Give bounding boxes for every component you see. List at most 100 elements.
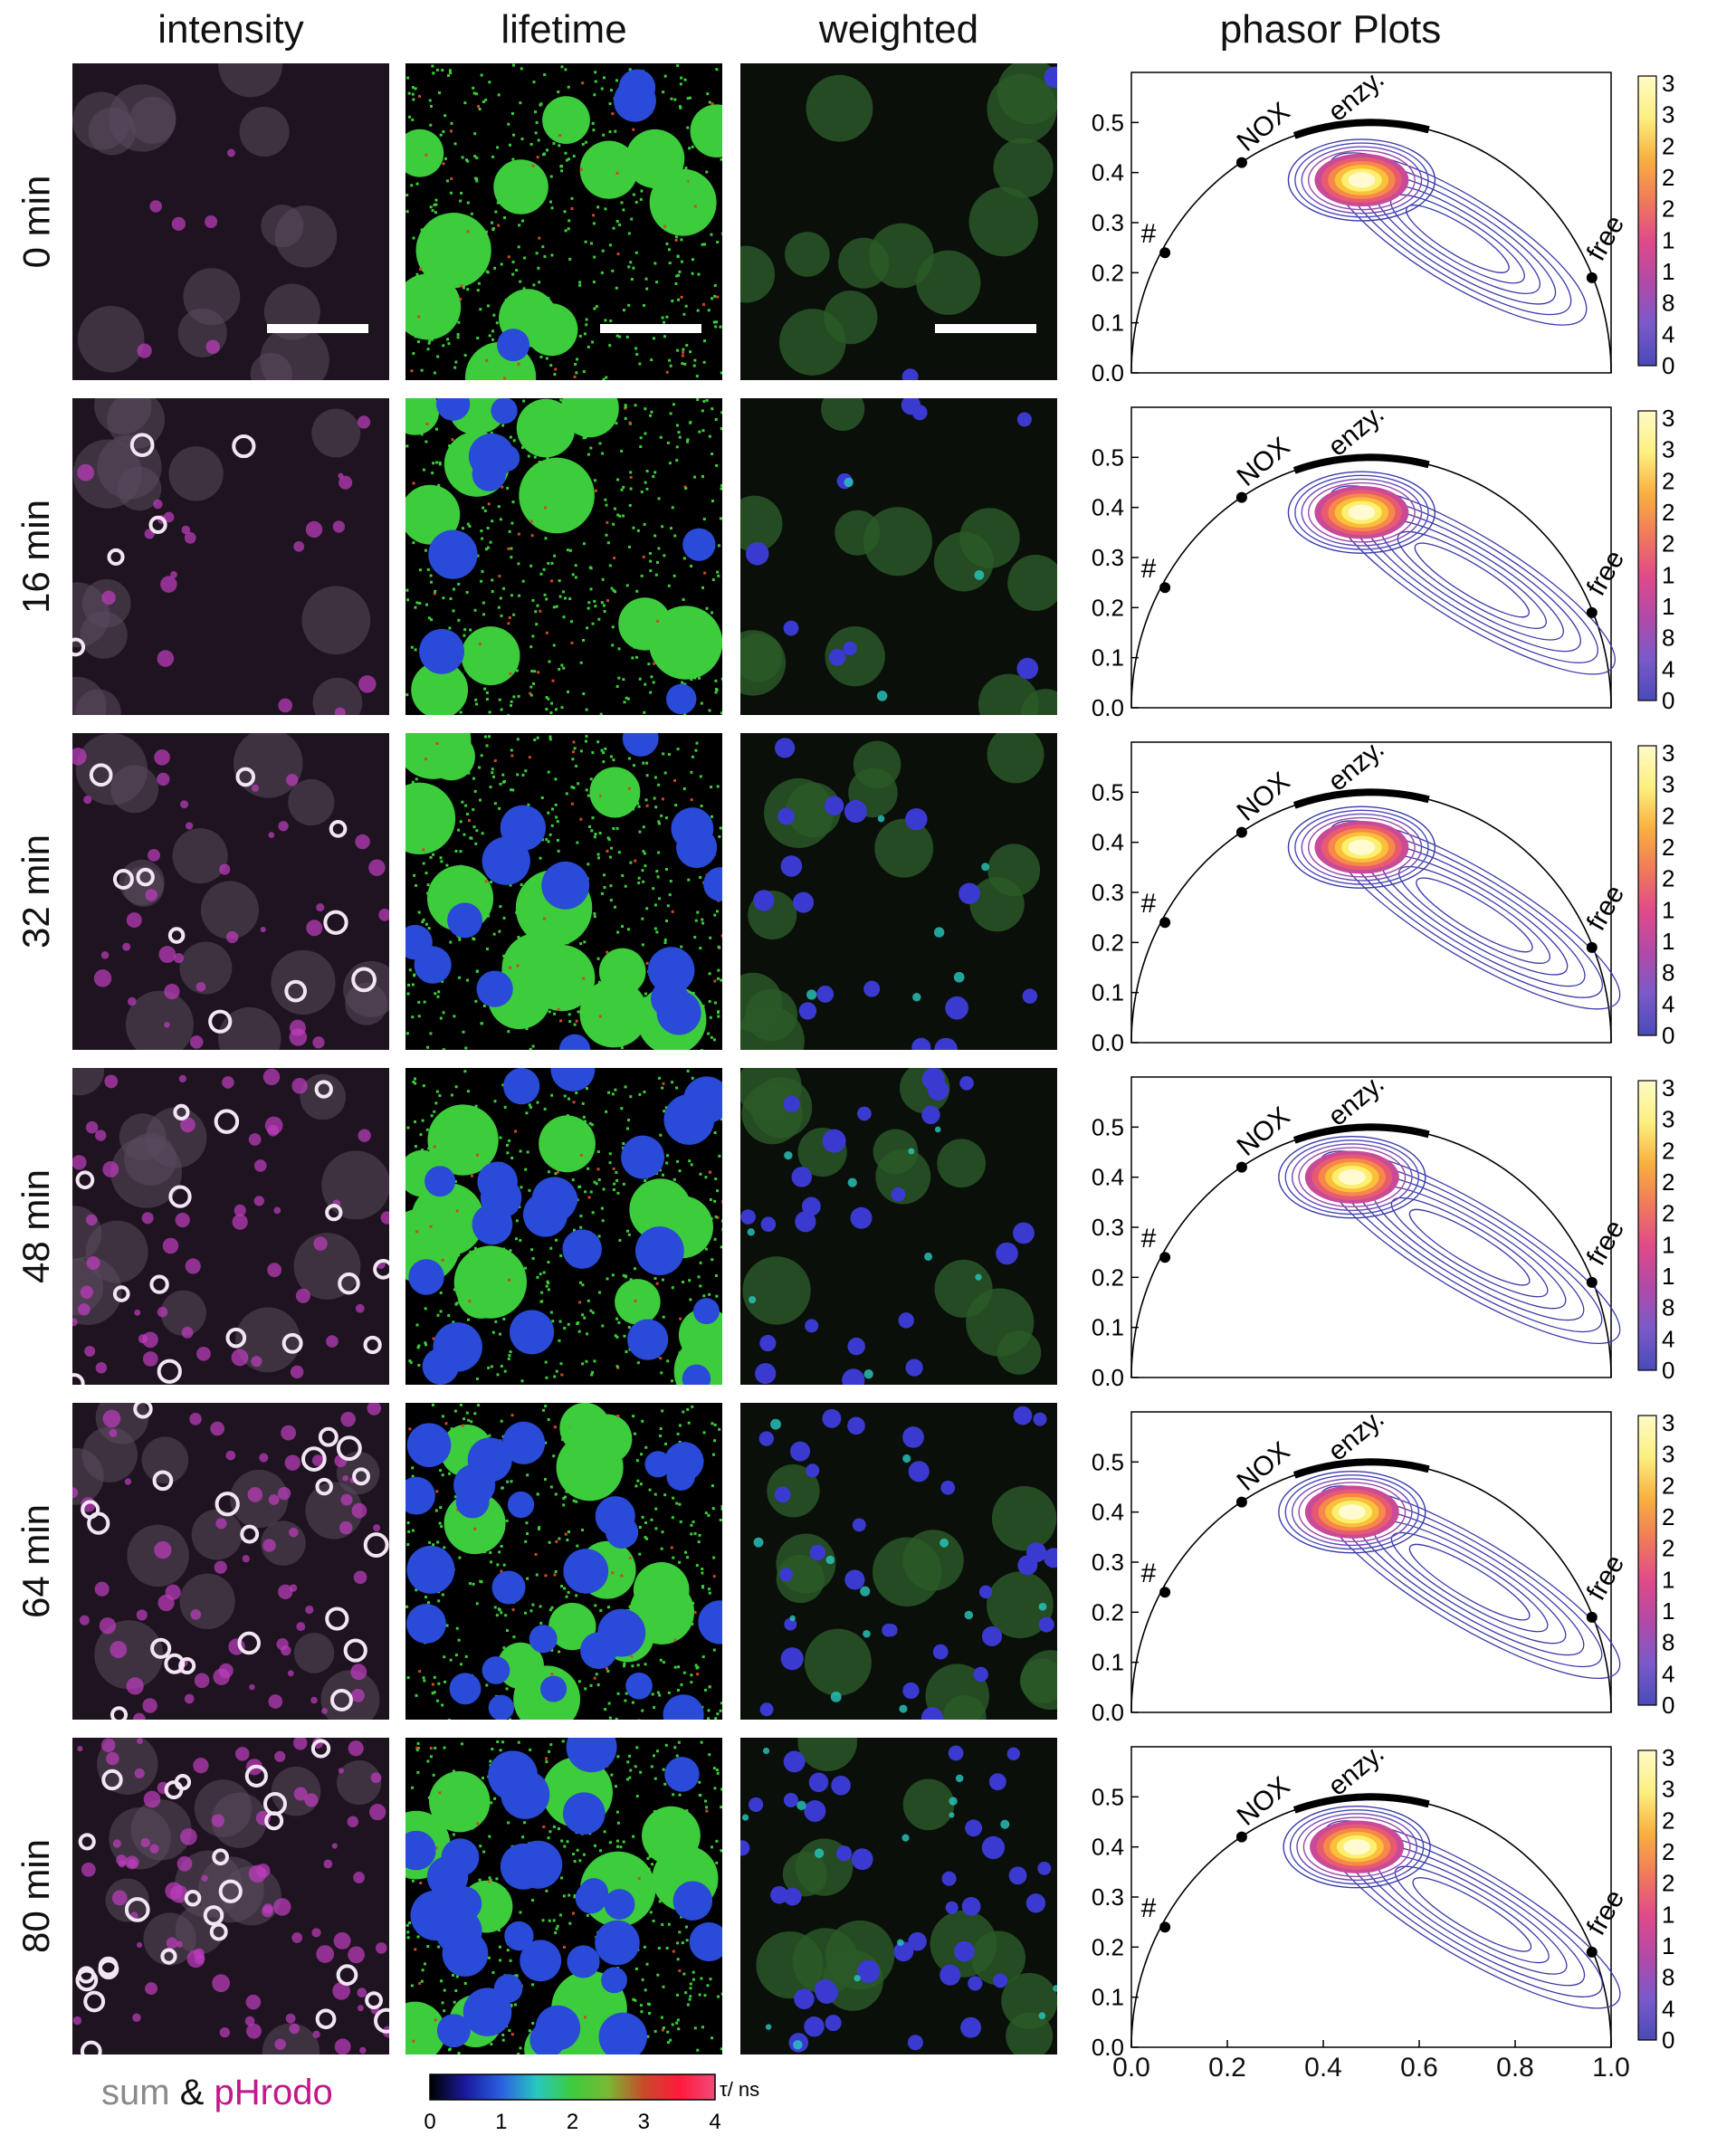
colorbar-tick-label: 200 bbox=[1662, 1535, 1674, 1562]
colorbar-tick-label: 280 bbox=[1662, 1807, 1674, 1834]
colorbar-tick-label: 240 bbox=[1662, 1503, 1674, 1530]
y-tick-label: 0.4 bbox=[1092, 159, 1124, 186]
lifetime-colorbar-tick: 2 bbox=[567, 2110, 578, 2134]
column-header-lifetime: lifetime bbox=[405, 7, 722, 52]
row-label: 48 min bbox=[0, 1199, 72, 1254]
reference-point bbox=[1587, 1947, 1598, 1958]
phasor-axes-frame bbox=[1131, 1412, 1611, 1712]
colorbar-tick-label: 120 bbox=[1662, 593, 1674, 620]
colorbar-tick-label: 160 bbox=[1662, 226, 1674, 253]
colorbar-tick-label: 280 bbox=[1662, 467, 1674, 494]
phasor-axes-frame bbox=[1131, 1077, 1611, 1378]
reference-point bbox=[1587, 607, 1598, 618]
intensity-panel bbox=[72, 63, 389, 380]
phasor-colorbar bbox=[1638, 411, 1656, 701]
intensity-image bbox=[72, 1738, 389, 2054]
weighted-image bbox=[740, 1403, 1057, 1720]
colorbar-tick-label: 240 bbox=[1662, 1838, 1674, 1865]
lifetime-colorbar-tick: 3 bbox=[638, 2110, 650, 2134]
colorbar-tick-label: 40 bbox=[1662, 1660, 1674, 1687]
y-tick-label: 0.5 bbox=[1092, 1783, 1124, 1810]
label-hash: # bbox=[1141, 219, 1157, 249]
colorbar-tick-label: 160 bbox=[1662, 1566, 1674, 1593]
y-tick-label: 0.4 bbox=[1092, 1164, 1124, 1191]
reference-point bbox=[1587, 1612, 1598, 1623]
weighted-panel bbox=[740, 1403, 1057, 1720]
colorbar-tick-label: 160 bbox=[1662, 1231, 1674, 1258]
lifetime-colorbar-tick: 0 bbox=[424, 2110, 435, 2134]
scale-bar bbox=[600, 324, 701, 333]
phasor-plot: #NOXenzy.free0.00.10.20.30.40.5040801201… bbox=[1077, 728, 1674, 1053]
weighted-image bbox=[740, 1738, 1057, 2054]
row-label: 32 min bbox=[0, 864, 72, 919]
intensity-image bbox=[72, 1068, 389, 1385]
intensity-panel bbox=[72, 1068, 389, 1385]
colorbar-tick-label: 0 bbox=[1662, 1022, 1674, 1049]
colorbar-tick-label: 120 bbox=[1662, 1932, 1674, 1959]
y-tick-label: 0.5 bbox=[1092, 443, 1124, 471]
x-tick-label: 0.4 bbox=[1287, 2053, 1359, 2083]
y-tick-label: 0.2 bbox=[1092, 929, 1124, 956]
y-tick-label: 0.1 bbox=[1092, 310, 1124, 337]
phasor-contour bbox=[1349, 505, 1374, 520]
row-label: 80 min bbox=[0, 1869, 72, 1923]
y-tick-label: 0.1 bbox=[1092, 979, 1124, 1006]
colorbar-tick-label: 360 bbox=[1662, 1074, 1674, 1101]
row-label: 64 min bbox=[0, 1534, 72, 1588]
label-hash: # bbox=[1141, 1893, 1157, 1923]
phasor-axes-frame bbox=[1131, 742, 1611, 1043]
row-label-text: 64 min bbox=[14, 1504, 58, 1618]
lifetime-panel bbox=[405, 63, 722, 380]
weighted-panel bbox=[740, 1068, 1057, 1385]
colorbar-tick-label: 80 bbox=[1662, 959, 1674, 987]
colorbar-tick-label: 40 bbox=[1662, 1995, 1674, 2022]
colorbar-tick-label: 200 bbox=[1662, 530, 1674, 558]
phasor-colorbar bbox=[1638, 1416, 1656, 1705]
y-tick-label: 0.4 bbox=[1092, 1834, 1124, 1861]
intensity-image bbox=[72, 1403, 389, 1720]
colorbar-tick-label: 80 bbox=[1662, 1294, 1674, 1321]
y-tick-label: 0.0 bbox=[1092, 694, 1124, 719]
reference-point bbox=[1236, 827, 1247, 838]
phasor-plot-container: #NOXenzy.free0.00.10.20.30.40.5040801201… bbox=[1077, 58, 1674, 388]
phasor-colorbar bbox=[1638, 746, 1656, 1035]
colorbar-tick-label: 200 bbox=[1662, 195, 1674, 223]
y-tick-label: 0.4 bbox=[1092, 829, 1124, 856]
colorbar-tick-label: 120 bbox=[1662, 258, 1674, 285]
intensity-image bbox=[72, 733, 389, 1050]
lifetime-image bbox=[405, 1068, 722, 1385]
lifetime-panel bbox=[405, 733, 722, 1050]
intensity-panel bbox=[72, 1738, 389, 2054]
lifetime-colorbar-label: τ/ ns bbox=[720, 2078, 759, 2101]
y-tick-label: 0.3 bbox=[1092, 1549, 1124, 1576]
y-tick-label: 0.3 bbox=[1092, 544, 1124, 571]
row-label: 16 min bbox=[0, 529, 72, 584]
colorbar-tick-label: 360 bbox=[1662, 70, 1674, 97]
reference-point bbox=[1159, 247, 1170, 258]
phasor-plot: #NOXenzy.free0.00.10.20.30.40.5040801201… bbox=[1077, 58, 1674, 384]
colorbar-tick-label: 280 bbox=[1662, 1472, 1674, 1499]
colorbar-tick-label: 160 bbox=[1662, 1901, 1674, 1928]
colorbar-tick-label: 40 bbox=[1662, 990, 1674, 1017]
y-tick-label: 0.3 bbox=[1092, 209, 1124, 236]
label-hash: # bbox=[1141, 554, 1157, 584]
y-tick-label: 0.4 bbox=[1092, 1499, 1124, 1526]
phasor-contour bbox=[1340, 1170, 1365, 1185]
colorbar-tick-label: 120 bbox=[1662, 928, 1674, 955]
colorbar-tick-label: 360 bbox=[1662, 1744, 1674, 1771]
colorbar-tick-label: 40 bbox=[1662, 1325, 1674, 1352]
colorbar-tick-label: 320 bbox=[1662, 1106, 1674, 1133]
phasor-plot-container: #NOXenzy.free0.00.10.20.30.40.5040801201… bbox=[1077, 1732, 1674, 2063]
y-tick-label: 0.0 bbox=[1092, 1029, 1124, 1053]
y-tick-label: 0.5 bbox=[1092, 109, 1124, 136]
weighted-image bbox=[740, 733, 1057, 1050]
phasor-plot: #NOXenzy.free0.00.10.20.30.40.5040801201… bbox=[1077, 1397, 1674, 1723]
colorbar-tick-label: 240 bbox=[1662, 499, 1674, 526]
phasor-axes-frame bbox=[1131, 407, 1611, 708]
weighted-panel bbox=[740, 398, 1057, 715]
lifetime-colorbar-tick: 4 bbox=[709, 2110, 720, 2134]
phasor-plot-container: #NOXenzy.free0.00.10.20.30.40.5040801201… bbox=[1077, 1397, 1674, 1728]
row-label-text: 16 min bbox=[14, 500, 58, 614]
intensity-panel bbox=[72, 1403, 389, 1720]
lifetime-image bbox=[405, 733, 722, 1050]
